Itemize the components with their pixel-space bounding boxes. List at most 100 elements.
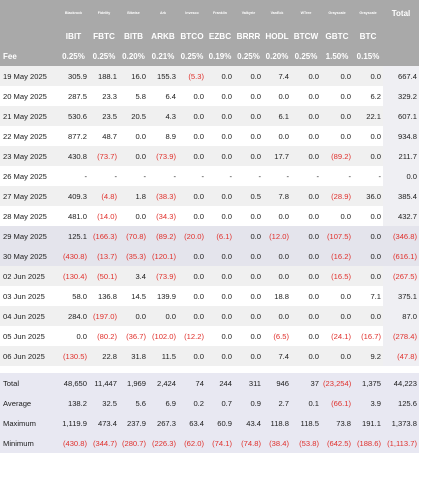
row-date: 05 Jun 2025 bbox=[0, 326, 58, 346]
flow-cell: 0.0 bbox=[291, 186, 321, 206]
row-total: 329.2 bbox=[383, 86, 419, 106]
flow-cell: 8.9 bbox=[148, 126, 178, 146]
issuer-header-row: Blackrock Fidelity Bitwise Ark Invesco Frankl… bbox=[0, 0, 419, 26]
issuer-header: WTree bbox=[291, 0, 321, 26]
flow-cell: 0.0 bbox=[353, 226, 383, 246]
gap-cell bbox=[178, 366, 206, 373]
flow-cell: 0.0 bbox=[178, 306, 206, 326]
flow-cell: 430.8 bbox=[58, 146, 89, 166]
flow-cell: (5.3) bbox=[178, 66, 206, 86]
summary-cell: 473.4 bbox=[89, 413, 119, 433]
flow-cell: - bbox=[178, 166, 206, 186]
row-total: 375.1 bbox=[383, 286, 419, 306]
fee-value: 0.25% bbox=[58, 47, 89, 66]
flow-cell: 0.0 bbox=[291, 286, 321, 306]
flow-cell: 0.0 bbox=[321, 306, 353, 326]
flow-cell: (12.0) bbox=[263, 226, 291, 246]
summary-cell: (188.6) bbox=[353, 433, 383, 453]
summary-row: Average 138.2 32.5 5.6 6.9 0.2 0.7 0.9 2.7 0.1 (66… bbox=[0, 393, 419, 413]
flow-cell: 0.0 bbox=[263, 246, 291, 266]
flow-cell: 0.0 bbox=[353, 206, 383, 226]
fee-value: 0.21% bbox=[148, 47, 178, 66]
table-row: 29 May 2025 125.1 (166.3) (70.8) (89.2) (20.0… bbox=[0, 226, 419, 246]
gap-cell bbox=[0, 366, 58, 373]
flow-cell: 1.8 bbox=[119, 186, 148, 206]
table-body: Blackrock Fidelity Bitwise Ark Invesco Frankl… bbox=[0, 0, 419, 453]
flow-cell: 0.0 bbox=[291, 306, 321, 326]
flow-cell: (107.5) bbox=[321, 226, 353, 246]
flow-cell: 5.8 bbox=[119, 86, 148, 106]
flow-cell: 0.0 bbox=[291, 246, 321, 266]
flow-cell: 0.0 bbox=[353, 66, 383, 86]
summary-cell: 118.5 bbox=[291, 413, 321, 433]
issuer-header: Ark bbox=[148, 0, 178, 26]
row-date: 20 May 2025 bbox=[0, 86, 58, 106]
flow-cell: 0.0 bbox=[206, 306, 234, 326]
flow-cell: 0.0 bbox=[263, 266, 291, 286]
flow-cell: 0.0 bbox=[353, 246, 383, 266]
flow-cell: 0.0 bbox=[206, 66, 234, 86]
summary-cell: (66.1) bbox=[321, 393, 353, 413]
flow-cell: 48.7 bbox=[89, 126, 119, 146]
flow-cell: 0.0 bbox=[234, 346, 263, 366]
flow-cell: 0.0 bbox=[234, 126, 263, 146]
issuer-header: Bitwise bbox=[119, 0, 148, 26]
summary-cell: 63.4 bbox=[178, 413, 206, 433]
summary-row: Maximum 1,119.9 473.4 237.9 267.3 63.4 60.9 43.… bbox=[0, 413, 419, 433]
flow-cell: (12.2) bbox=[178, 326, 206, 346]
flow-cell: 0.0 bbox=[234, 326, 263, 346]
summary-label: Maximum bbox=[0, 413, 58, 433]
gap-cell bbox=[291, 366, 321, 373]
flow-cell: (197.0) bbox=[89, 306, 119, 326]
summary-cell: (23,254) bbox=[321, 373, 353, 393]
flow-cell: 0.0 bbox=[263, 126, 291, 146]
table-row: 06 Jun 2025 (130.5) 22.8 31.8 11.5 0.0 0.0 0.0 7… bbox=[0, 346, 419, 366]
flow-cell: 0.0 bbox=[291, 206, 321, 226]
summary-label: Average bbox=[0, 393, 58, 413]
flow-cell: 0.0 bbox=[234, 226, 263, 246]
flow-cell: - bbox=[89, 166, 119, 186]
row-total: 0.0 bbox=[383, 166, 419, 186]
flow-cell: 0.0 bbox=[291, 226, 321, 246]
flow-cell: 0.0 bbox=[321, 106, 353, 126]
row-total: (278.4) bbox=[383, 326, 419, 346]
summary-cell: 43.4 bbox=[234, 413, 263, 433]
summary-total: 44,223 bbox=[383, 373, 419, 393]
summary-cell: 3.9 bbox=[353, 393, 383, 413]
flow-cell: 0.0 bbox=[291, 86, 321, 106]
gap-cell bbox=[89, 366, 119, 373]
row-date: 30 May 2025 bbox=[0, 246, 58, 266]
table-row: 04 Jun 2025 284.0 (197.0) 0.0 0.0 0.0 0.0 0.0 0.… bbox=[0, 306, 419, 326]
ticker-header: BRRR bbox=[234, 26, 263, 47]
fee-total-blank bbox=[383, 47, 419, 66]
flow-cell: 23.5 bbox=[89, 106, 119, 126]
summary-cell: 946 bbox=[263, 373, 291, 393]
summary-cell: 1,969 bbox=[119, 373, 148, 393]
flow-cell: 481.0 bbox=[58, 206, 89, 226]
row-date: 19 May 2025 bbox=[0, 66, 58, 86]
fee-value: 0.25% bbox=[291, 47, 321, 66]
flow-cell: 36.0 bbox=[353, 186, 383, 206]
table-row: 21 May 2025 530.6 23.5 20.5 4.3 0.0 0.0 0.0 6.1 0… bbox=[0, 106, 419, 126]
flow-cell: (16.7) bbox=[353, 326, 383, 346]
flow-cell: 0.0 bbox=[234, 286, 263, 306]
flow-cell: 58.0 bbox=[58, 286, 89, 306]
summary-cell: 1,119.9 bbox=[58, 413, 89, 433]
row-total: (616.1) bbox=[383, 246, 419, 266]
ticker-header: HODL bbox=[263, 26, 291, 47]
issuer-header: Invesco bbox=[178, 0, 206, 26]
flow-cell: 0.0 bbox=[178, 106, 206, 126]
flow-cell: 0.0 bbox=[178, 286, 206, 306]
flow-cell: 0.0 bbox=[178, 266, 206, 286]
gap-cell bbox=[383, 366, 419, 373]
summary-cell: 0.7 bbox=[206, 393, 234, 413]
flow-cell: (120.1) bbox=[148, 246, 178, 266]
table-row: 27 May 2025 409.3 (4.8) 1.8 (38.3) 0.0 0.0 0.5 7… bbox=[0, 186, 419, 206]
flow-cell: 125.1 bbox=[58, 226, 89, 246]
gap-cell bbox=[321, 366, 353, 373]
flow-cell: (89.2) bbox=[148, 226, 178, 246]
flow-cell: 0.0 bbox=[234, 66, 263, 86]
summary-cell: 6.9 bbox=[148, 393, 178, 413]
flow-cell: (166.3) bbox=[89, 226, 119, 246]
fee-label: Fee bbox=[0, 47, 58, 66]
